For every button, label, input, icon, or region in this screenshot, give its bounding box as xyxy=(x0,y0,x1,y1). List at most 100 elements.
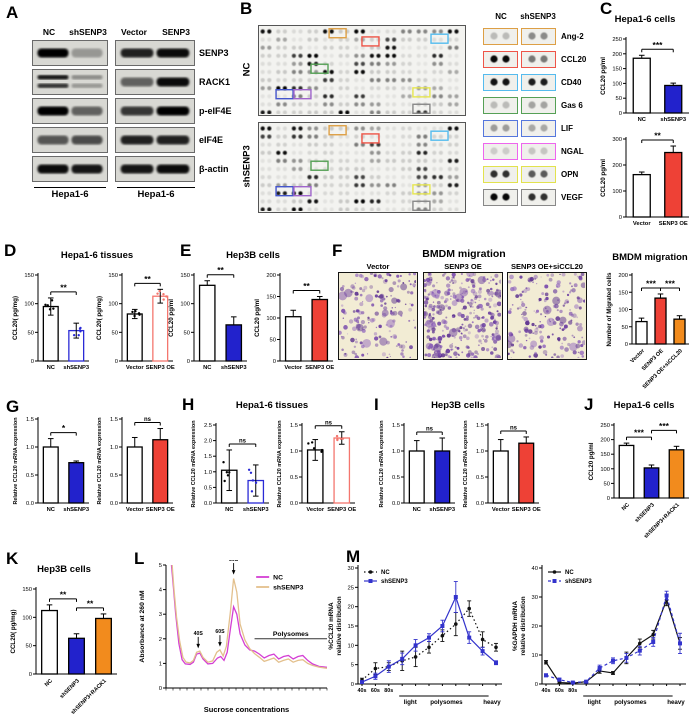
svg-text:***: *** xyxy=(659,421,670,431)
pair-box-VEGF-sh xyxy=(521,189,556,206)
svg-text:50: 50 xyxy=(28,330,34,336)
chart-tissue-ccl20-vector-senp3oe: 0 50 100 150 CCL20( pg/mg) Vector SENP3 OE ** xyxy=(94,262,176,374)
svg-text:0: 0 xyxy=(187,359,190,365)
svg-text:***: *** xyxy=(646,278,657,288)
panel-letter-m: M xyxy=(346,547,361,566)
cytokine-array-panel: NC shSENP3 NC shSENP3 Ang-2 CCL20 CD40 Gas 6 LIF… xyxy=(236,0,692,222)
svg-text:1.0: 1.0 xyxy=(204,470,212,476)
svg-text:50: 50 xyxy=(184,330,190,336)
svg-text:SENP3 OE: SENP3 OE xyxy=(146,507,175,513)
svg-text:shSENP3: shSENP3 xyxy=(429,507,456,513)
chart-hep3b-ccl20-vector-senp3oe: 0 50 100 150 200 CCL20 pg/ml Vector SENP3 OE ** xyxy=(252,262,336,374)
panel-letter-b: B xyxy=(240,0,253,18)
group-label-hepa16-2: Hepa1-6 xyxy=(137,189,175,200)
svg-text:0: 0 xyxy=(159,686,162,692)
svg-text:CCL20( pg/mg): CCL20( pg/mg) xyxy=(12,296,19,340)
svg-text:relative distribution: relative distribution xyxy=(336,596,343,655)
panel-letter-d: D xyxy=(4,241,17,260)
svg-text:Vector: Vector xyxy=(633,221,651,227)
pair-dots xyxy=(528,32,548,40)
svg-text:NC: NC xyxy=(413,507,422,513)
svg-text:0.0: 0.0 xyxy=(290,501,298,507)
svg-text:NC: NC xyxy=(47,365,56,371)
chart-mrna-nc-shsenp3: 0.0 0.5 1.0 1.5 Relative CCL20 mRNA expressi… xyxy=(10,406,92,516)
svg-text:Vector: Vector xyxy=(492,507,510,513)
svg-text:0: 0 xyxy=(273,359,276,365)
svg-text:50: 50 xyxy=(604,481,610,487)
panel-c-title: Hepa1-6 cells xyxy=(614,14,676,25)
svg-text:10: 10 xyxy=(348,643,354,649)
svg-text:100: 100 xyxy=(600,467,610,473)
svg-text:shSENP3: shSENP3 xyxy=(381,579,408,585)
migration-cells xyxy=(337,271,418,360)
western-blot-panel: NC shSENP3 Vector SENP3 SENP3 RACK1 p-eIF4E eIF… xyxy=(0,0,235,215)
svg-text:0.5: 0.5 xyxy=(26,473,34,479)
svg-text:shSENP3: shSENP3 xyxy=(63,365,90,371)
svg-text:shSENP3: shSENP3 xyxy=(243,507,270,513)
svg-text:30: 30 xyxy=(532,595,538,601)
svg-text:ns: ns xyxy=(144,417,152,423)
chart-ccl20-mrna-distribution: 0 5 10 15 20 25 30 %CCL20 mRNA relative distribu… xyxy=(324,558,508,718)
pair-box-OPN-sh xyxy=(521,166,556,183)
target-label-OPN: OPN xyxy=(561,170,579,179)
svg-text:1.5: 1.5 xyxy=(110,417,118,423)
svg-text:Vector: Vector xyxy=(126,365,144,371)
blot-bands xyxy=(37,75,103,88)
svg-text:ns: ns xyxy=(510,425,518,431)
panel-letter-k: K xyxy=(6,549,19,568)
svg-text:polysomes: polysomes xyxy=(614,699,647,706)
svg-text:100: 100 xyxy=(612,81,622,87)
group-underline-1 xyxy=(34,187,106,188)
pair-dots xyxy=(490,78,510,86)
h2-svg: 0.0 0.5 1.0 1.5 Relative CCL20 mRNA expressi… xyxy=(277,420,356,513)
svg-text:1.0: 1.0 xyxy=(110,445,118,451)
svg-text:1.0: 1.0 xyxy=(290,449,298,455)
array-dots xyxy=(260,125,459,212)
svg-text:SENP3 OE: SENP3 OE xyxy=(512,507,541,513)
pair-box-CCL20-nc xyxy=(483,51,518,68)
svg-text:200: 200 xyxy=(612,163,622,169)
chart-ccl20-rack1-rescue-hep3b: 0 50 100 150 CCL20( pg/mg) NC shSENP3 shSENP3+R… xyxy=(8,576,120,722)
pair-dots xyxy=(490,101,510,109)
panel-f-images-title: BMDM migration xyxy=(422,248,506,260)
migration-image-label-2: SENP3 OE xyxy=(444,262,482,271)
blot-bands xyxy=(120,48,190,58)
svg-text:200: 200 xyxy=(618,273,628,279)
svg-text:%GAPDH mRNA: %GAPDH mRNA xyxy=(512,601,519,651)
svg-text:0: 0 xyxy=(31,359,34,365)
migration-cells xyxy=(421,269,504,362)
svg-text:0: 0 xyxy=(535,682,538,688)
svg-text:NC: NC xyxy=(203,365,212,371)
svg-text:5: 5 xyxy=(159,563,162,569)
svg-text:0.5: 0.5 xyxy=(204,485,212,491)
pair-box-Gas 6-nc xyxy=(483,97,518,114)
l-svg: 0 1 2 3 4 5 Absorbance at 260 nM Sucrose concen… xyxy=(139,557,328,714)
blot-eIF4E-group1 xyxy=(32,127,108,153)
svg-text:200: 200 xyxy=(266,273,276,279)
svg-text:250: 250 xyxy=(612,37,622,43)
pair-dots xyxy=(528,101,548,109)
svg-text:NC: NC xyxy=(273,575,283,582)
svg-text:NC: NC xyxy=(225,507,234,513)
panel-letter-c: C xyxy=(600,0,613,18)
svg-text:polysomes: polysomes xyxy=(430,699,463,706)
svg-text:Polysomes: Polysomes xyxy=(273,631,309,638)
svg-text:Relative CCL20 mRNA expression: Relative CCL20 mRNA expression xyxy=(379,421,385,508)
blot-row-label-p-eIF4E: p-eIF4E xyxy=(199,106,232,116)
svg-text:ns: ns xyxy=(325,420,333,426)
svg-text:4: 4 xyxy=(159,588,163,594)
pair-dots xyxy=(528,170,548,178)
migration-cells xyxy=(504,272,587,360)
m2-svg: 0 10 20 30 40 %GAPDH mRNA relative distributio… xyxy=(512,565,686,706)
svg-text:NC: NC xyxy=(621,502,631,512)
pair-dots xyxy=(528,147,548,155)
svg-text:0.5: 0.5 xyxy=(476,475,484,481)
panel-letter-g: G xyxy=(6,397,20,416)
svg-text:2: 2 xyxy=(159,637,162,643)
svg-text:0: 0 xyxy=(625,342,628,348)
svg-text:300: 300 xyxy=(612,137,622,143)
pair-box-CD40-sh xyxy=(521,74,556,91)
migration-image-2 xyxy=(421,269,504,362)
pair-box-NGAL-sh xyxy=(521,143,556,160)
